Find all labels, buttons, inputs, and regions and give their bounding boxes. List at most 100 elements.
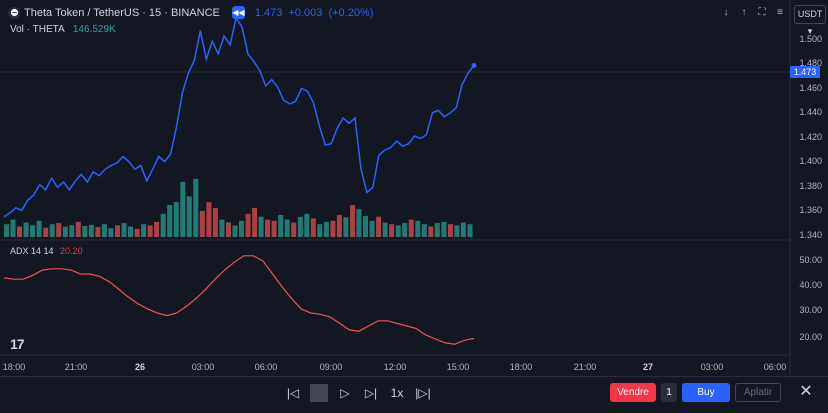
replay-controls: |◁ ▷ ▷| 1x |▷| — [284, 384, 432, 402]
quantity-field[interactable]: 1 — [661, 383, 677, 402]
symbol-title[interactable]: Theta Token / TetherUS · 15 · BINANCE — [24, 6, 220, 19]
volume-bar — [193, 179, 199, 237]
volume-bar — [421, 224, 427, 237]
volume-bar — [350, 205, 355, 237]
volume-bar — [467, 224, 473, 237]
volume-bar — [376, 216, 382, 237]
menu-icon[interactable]: ≡ — [777, 7, 783, 18]
chart-canvas[interactable] — [0, 0, 828, 376]
volume-bar — [408, 219, 414, 237]
price-axis-label: 1.400 — [799, 156, 822, 166]
price-line — [3, 16, 475, 218]
volume-bar — [56, 223, 62, 237]
time-axis-label: 06:00 — [254, 362, 278, 372]
flatten-button[interactable]: Aplatir — [735, 383, 781, 402]
volume-bar — [141, 224, 147, 237]
volume-bar — [395, 225, 401, 237]
time-axis-label: 18:00 — [509, 362, 533, 372]
volume-legend: Vol · THETA 146.529K — [10, 24, 116, 35]
arrow-down-icon[interactable]: ↓ — [723, 7, 729, 18]
speed-button[interactable]: 1x — [390, 386, 404, 400]
volume-bar — [75, 221, 81, 237]
volume-bar — [291, 222, 297, 237]
step-forward-icon[interactable]: ▷| — [364, 386, 378, 400]
volume-bar — [69, 225, 75, 237]
price-axis-label: 1.340 — [799, 230, 822, 240]
volume-bar — [128, 226, 133, 237]
price-last-dot — [471, 62, 477, 68]
volume-bar — [245, 213, 251, 237]
volume-bar — [30, 225, 36, 237]
volume-bar — [441, 221, 447, 237]
volume-bar — [252, 208, 258, 237]
volume-bar — [232, 225, 238, 237]
volume-bars — [4, 179, 473, 237]
volume-bar — [180, 181, 186, 237]
volume-bar — [147, 225, 153, 237]
volume-bar — [212, 208, 218, 237]
volume-bar — [206, 202, 212, 237]
jump-to-end-icon[interactable]: |▷| — [415, 386, 431, 400]
adx-axis-label: 40.00 — [799, 280, 822, 290]
volume-bar — [356, 209, 362, 237]
volume-bar — [317, 224, 323, 237]
volume-bar — [43, 227, 49, 237]
volume-bar — [434, 223, 440, 237]
current-price-tag: 1.473 — [790, 66, 820, 78]
currency-button[interactable]: USDT ▾ — [794, 5, 826, 36]
adx-legend: ADX 14 14 20.20 — [10, 246, 83, 256]
chart-top-icons: ↓ ↑ ⛶ ≡ — [720, 6, 786, 20]
volume-bar — [4, 224, 9, 237]
price-axis-label: 1.420 — [799, 132, 822, 142]
close-icon[interactable]: ✕ — [799, 383, 813, 400]
bottom-toolbar — [0, 376, 828, 413]
price-axis-label: 1.380 — [799, 181, 822, 191]
adx-value: 20.20 — [60, 246, 83, 256]
sell-button[interactable]: Vendre — [610, 383, 656, 402]
volume-bar — [62, 226, 68, 237]
quote-values: 1.473 +0.003 (+0.20%) — [255, 7, 377, 19]
price-axis-label: 1.440 — [799, 107, 822, 117]
symbol-header: Theta Token / TetherUS · 15 · BINANCE ◀◀… — [8, 6, 376, 19]
volume-bar — [167, 205, 173, 237]
volume-bar — [415, 220, 421, 237]
volume-bar — [258, 216, 264, 237]
volume-bar — [23, 222, 29, 237]
volume-bar — [108, 228, 114, 237]
volume-bar — [330, 220, 336, 237]
last-price: 1.473 — [254, 6, 283, 19]
time-axis-label: 12:00 — [383, 362, 407, 372]
jump-to-start-icon[interactable]: |◁ — [286, 386, 300, 400]
adx-axis-label: 20.00 — [799, 332, 822, 342]
time-axis-label: 06:00 — [763, 362, 787, 372]
volume-bar — [310, 218, 316, 237]
volume-bar — [297, 216, 303, 237]
volume-bar — [369, 220, 375, 237]
volume-bar — [454, 225, 460, 237]
volume-bar — [115, 225, 120, 237]
time-axis-label: 18:00 — [2, 362, 26, 372]
volume-bar — [428, 226, 434, 237]
volume-bar — [239, 220, 244, 237]
price-axis-label: 1.500 — [799, 34, 822, 44]
fullscreen-icon[interactable]: ⛶ — [758, 7, 766, 18]
volume-bar — [460, 222, 466, 237]
currency-label: USDT — [797, 9, 823, 19]
play-icon[interactable]: ▷ — [340, 386, 350, 400]
buy-button[interactable]: Buy — [682, 383, 730, 402]
time-axis-label: 15:00 — [446, 362, 470, 372]
time-axis-label: 21:00 — [64, 362, 88, 372]
time-axis-label: 03:00 — [191, 362, 215, 372]
volume-bar — [10, 219, 16, 237]
volume-bar — [447, 224, 453, 237]
replay-play-icon[interactable]: ◀◀ — [231, 6, 245, 19]
volume-bar — [278, 215, 284, 237]
volume-bar — [17, 226, 23, 237]
adx-label: ADX 14 14 — [10, 246, 54, 256]
separator — [310, 384, 328, 402]
volume-bar — [323, 221, 329, 237]
volume-bar — [173, 202, 179, 237]
volume-bar — [186, 196, 192, 237]
arrow-up-icon[interactable]: ↑ — [741, 7, 747, 18]
theta-logo-icon — [8, 6, 20, 19]
